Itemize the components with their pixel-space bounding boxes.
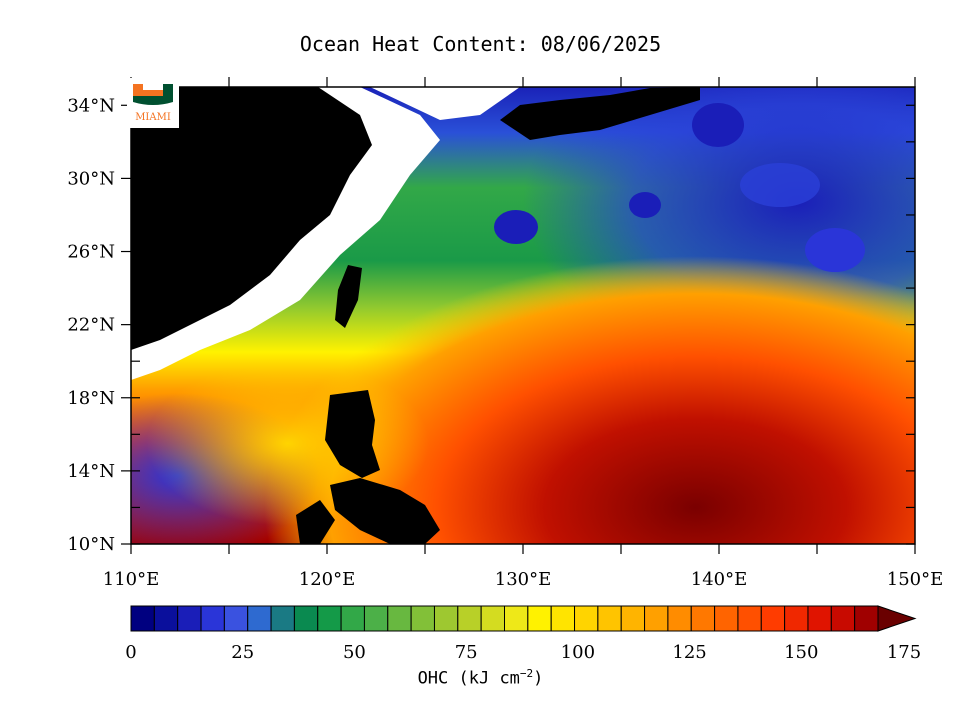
colorbar-swatch [690, 605, 716, 632]
lon-tick-label: 120°E [299, 569, 356, 590]
colorbar-swatch [270, 605, 295, 632]
colorbar-swatch [200, 605, 225, 632]
colorbar-tick-label: 150 [784, 642, 818, 663]
colorbar-swatch [854, 605, 879, 632]
lon-tick-label: 140°E [691, 569, 748, 590]
colorbar-tick-label: 100 [561, 642, 595, 663]
colorbar-swatch [620, 605, 646, 632]
colorbar-swatch [737, 605, 762, 632]
colorbar-swatch [760, 605, 786, 632]
colorbar-swatch [433, 605, 459, 632]
colorbar-units-label: OHC (kJ cm−2) [0, 667, 961, 689]
colorbar-swatch [340, 605, 365, 632]
colorbar-tick-label: 25 [231, 642, 254, 663]
lon-tick-label: 150°E [887, 569, 944, 590]
colorbar-tick-label: 50 [343, 642, 366, 663]
colorbar-swatch [574, 605, 599, 632]
colorbar-swatch [597, 605, 622, 632]
colorbar-tick-label: 125 [672, 642, 706, 663]
colorbar-swatch [410, 605, 435, 632]
colorbar-swatch [480, 605, 505, 632]
colorbar-tick-label: 0 [125, 642, 136, 663]
lat-tick-label: 26°N [67, 242, 115, 263]
lat-tick-label: 30°N [67, 168, 115, 189]
colorbar-swatch [387, 605, 412, 632]
lat-tick-label: 22°N [67, 315, 115, 336]
colorbar-swatch [807, 605, 832, 632]
lat-tick-label: 34°N [67, 95, 115, 116]
china-landmass [131, 87, 372, 350]
map-axes: 34°N 30°N 26°N 22°N 18°N 14°N 10°N 110°E 120°E 13… [67, 77, 943, 590]
miami-logo: MIAMI [127, 78, 179, 128]
colorbar-swatch [247, 605, 272, 632]
colorbar: 0 25 50 75 100 125 150 175 [125, 605, 921, 663]
colorbar-swatch [317, 605, 342, 632]
colorbar-swatch [223, 605, 249, 632]
miami-u-icon [133, 84, 173, 105]
colorbar-swatch [830, 605, 856, 632]
units-exponent: −2 [519, 667, 534, 680]
ohc-field [131, 87, 915, 544]
colorbar-swatch [550, 605, 576, 632]
colorbar-swatch [363, 605, 389, 632]
colorbar-swatch [714, 605, 739, 632]
units-text: OHC (kJ cm [417, 668, 520, 689]
japan-landmass [500, 87, 700, 140]
units-close: ) [533, 668, 544, 689]
lat-tick-label: 18°N [67, 388, 115, 409]
lon-tick-label: 130°E [495, 569, 552, 590]
colorbar-swatch [667, 605, 692, 632]
colorbar-tick-label: 175 [887, 642, 921, 663]
lat-tick-label: 14°N [67, 461, 115, 482]
lat-tick-label: 10°N [67, 534, 115, 555]
luzon-landmass [325, 390, 380, 478]
colorbar-swatch [177, 605, 202, 632]
philippines-islands [330, 478, 440, 544]
lon-tick-label: 110°E [103, 569, 160, 590]
colorbar-overflow-arrow [877, 605, 917, 632]
colorbar-tick-label: 75 [455, 642, 478, 663]
map-title: Ocean Heat Content: 08/06/2025 [299, 32, 662, 56]
colorbar-swatch [504, 605, 529, 632]
colorbar-swatch [784, 605, 809, 632]
colorbar-swatch [457, 605, 482, 632]
colorbar-swatch [293, 605, 319, 632]
colorbar-swatch [130, 605, 155, 632]
colorbar-swatch [644, 605, 669, 632]
taiwan-landmass [335, 265, 362, 328]
colorbar-swatch [153, 605, 179, 632]
colorbar-swatch [527, 605, 552, 632]
miami-logo-text: MIAMI [135, 112, 171, 123]
